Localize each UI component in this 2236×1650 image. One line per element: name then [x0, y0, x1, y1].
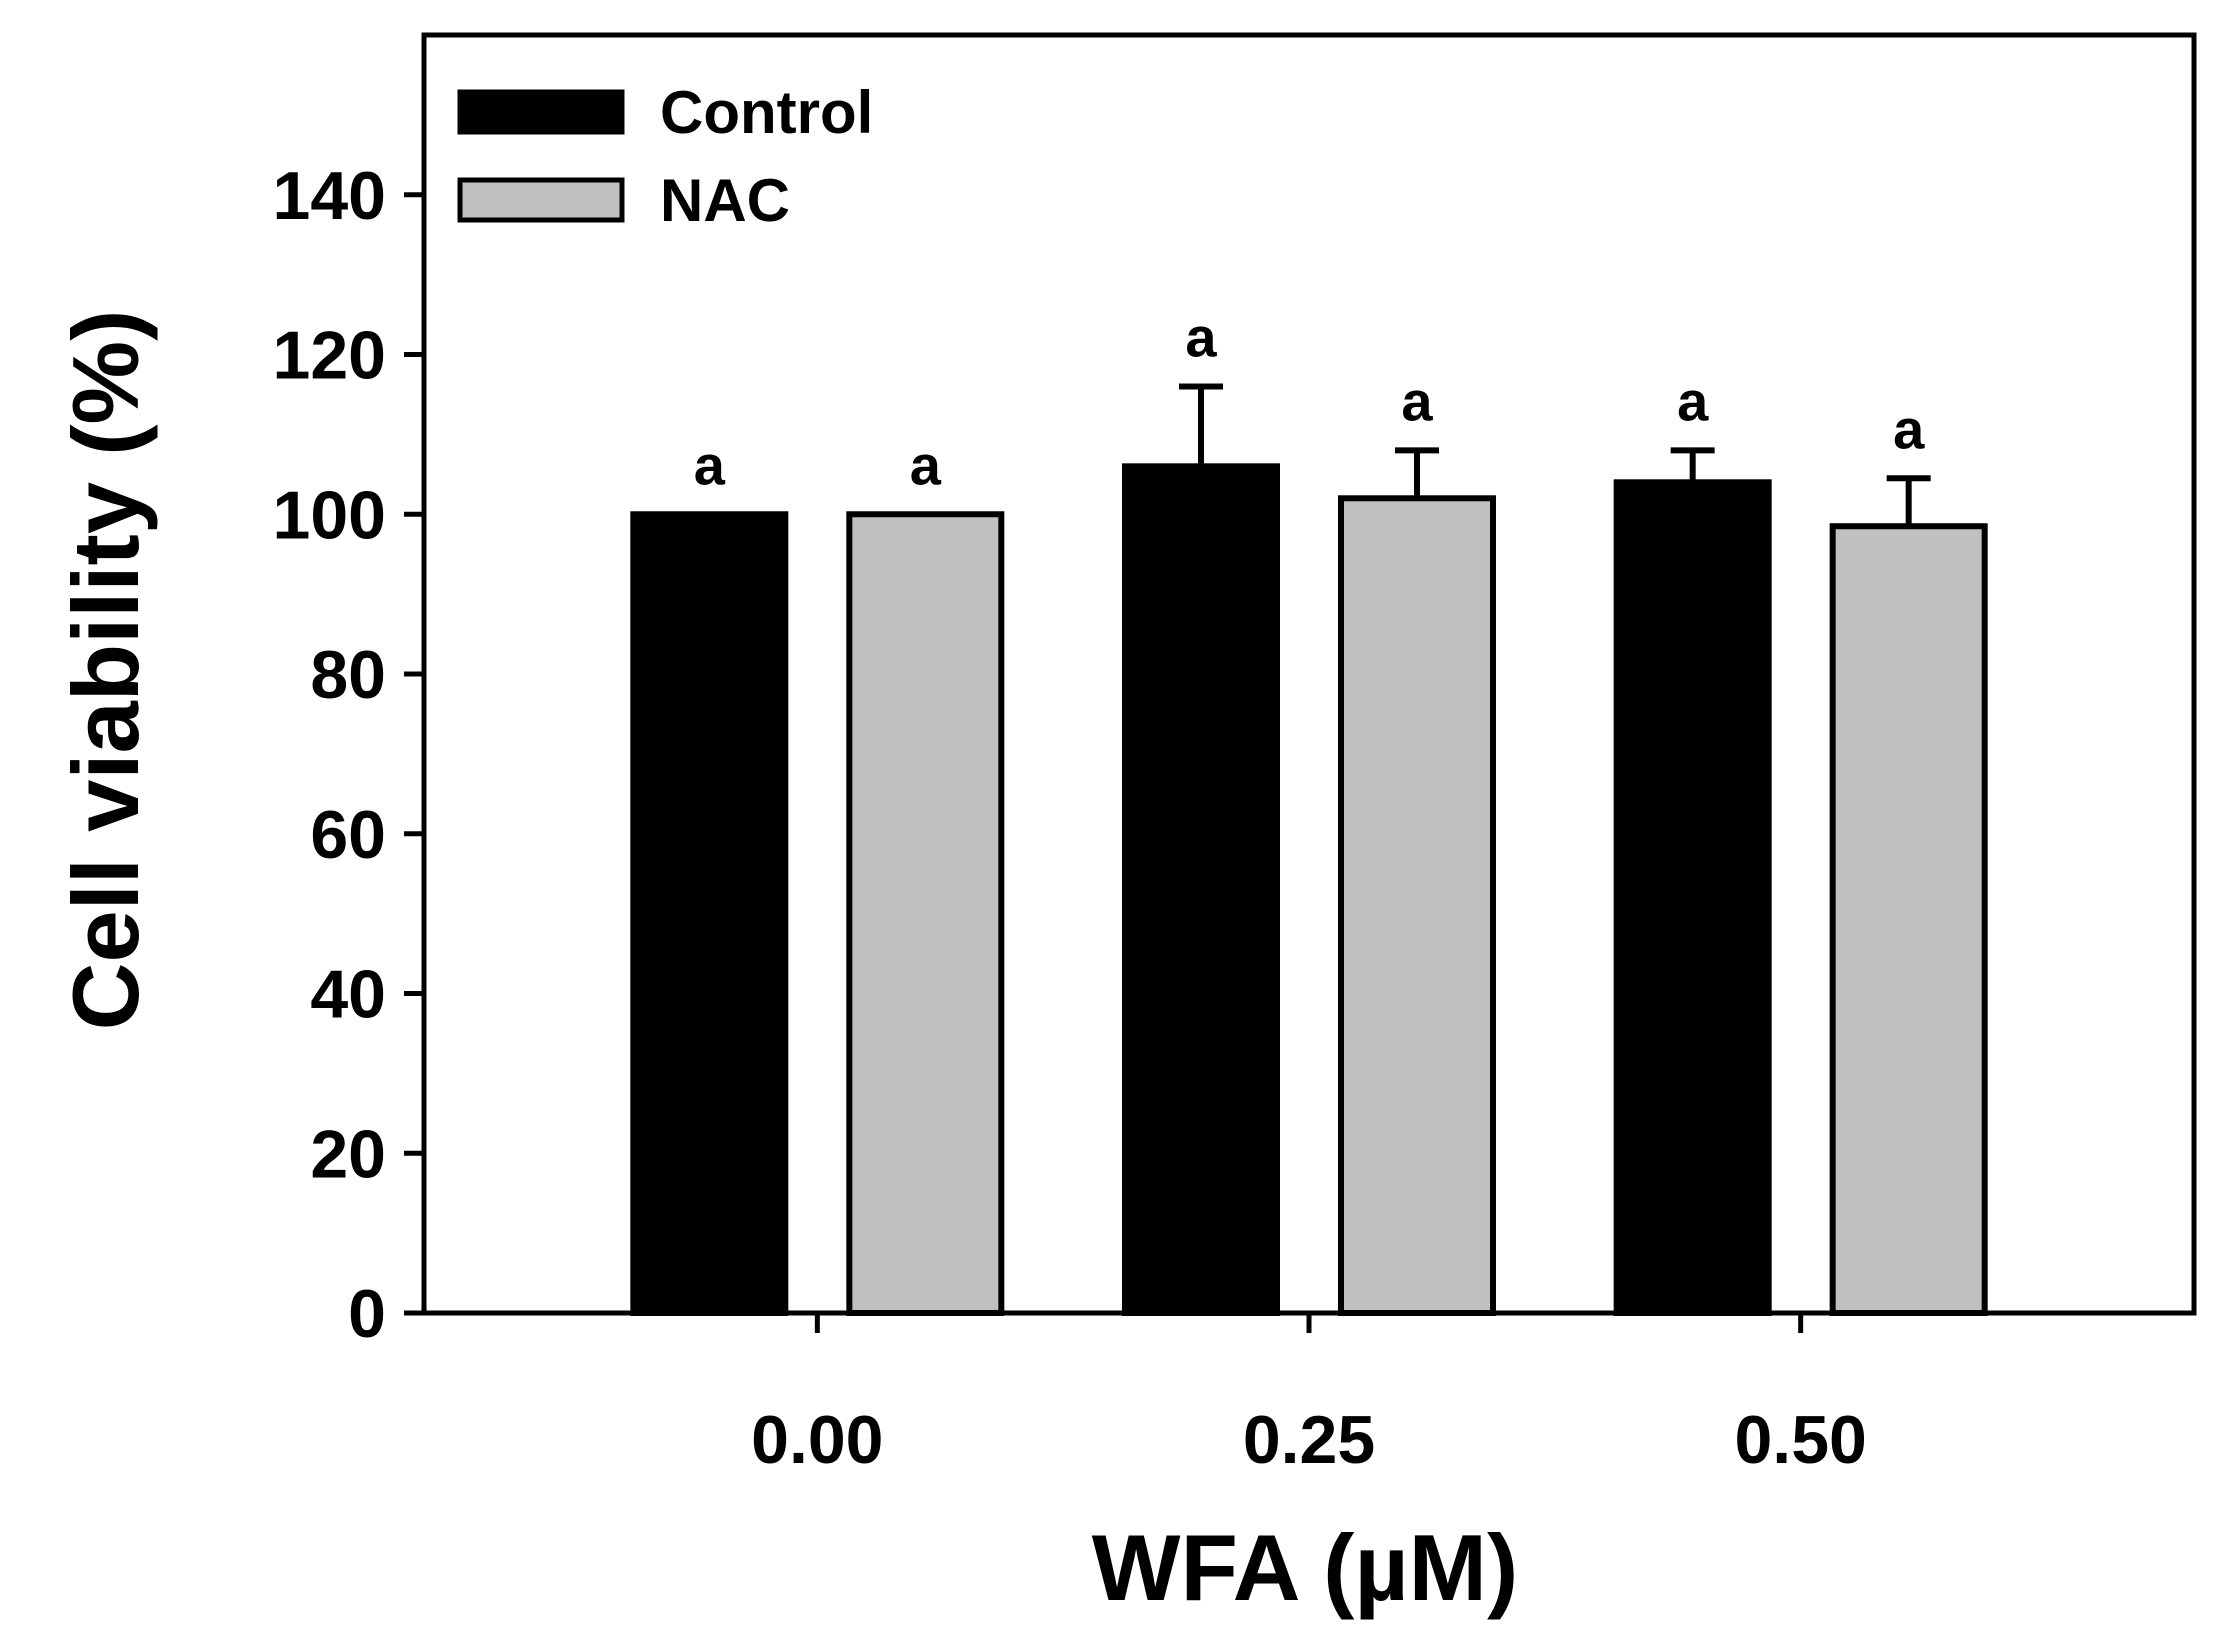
sig-label-nac-0.25: a	[1401, 369, 1433, 432]
y-tick-label-100: 100	[273, 477, 386, 553]
axis-layer: 0 20 40 60 80 100 120 140 0.00 0.25 0.50	[273, 158, 1867, 1478]
y-tick-label-120: 120	[273, 318, 386, 394]
bars-layer: a a a a a a	[630, 305, 1988, 1316]
y-axis-title: Cell viability (%)	[53, 310, 158, 1031]
legend: Control NAC	[457, 79, 873, 234]
bar-control-0.25	[1122, 463, 1280, 1316]
sig-label-control-0.25: a	[1185, 305, 1217, 368]
bar-nac-0.25	[1338, 495, 1496, 1316]
y-tick-label-140: 140	[273, 158, 386, 234]
y-tick-label-60: 60	[310, 797, 386, 873]
y-tick-label-0: 0	[348, 1276, 386, 1352]
x-tick-label-0.00: 0.00	[751, 1402, 883, 1478]
legend-swatch-nac	[457, 177, 625, 223]
bar-nac-0.00	[846, 511, 1005, 1316]
sig-label-control-0.00: a	[694, 433, 726, 496]
bar-nac-0.50	[1829, 523, 1988, 1316]
sig-label-nac-0.00: a	[910, 433, 942, 496]
legend-label-control: Control	[660, 79, 873, 146]
x-tick-label-0.50: 0.50	[1734, 1402, 1866, 1478]
x-axis-title: WFA (µM)	[1092, 1515, 1519, 1620]
bar-control-0.50	[1613, 479, 1772, 1316]
legend-swatch-control	[457, 89, 625, 135]
y-tick-label-80: 80	[310, 637, 386, 713]
bar-control-0.00	[630, 511, 789, 1316]
legend-label-nac: NAC	[660, 167, 790, 234]
x-tick-label-0.25: 0.25	[1243, 1402, 1375, 1478]
y-tick-label-20: 20	[310, 1116, 386, 1192]
sig-label-control-0.50: a	[1677, 369, 1709, 432]
sig-label-nac-0.50: a	[1893, 397, 1925, 460]
y-tick-label-40: 40	[310, 957, 386, 1033]
